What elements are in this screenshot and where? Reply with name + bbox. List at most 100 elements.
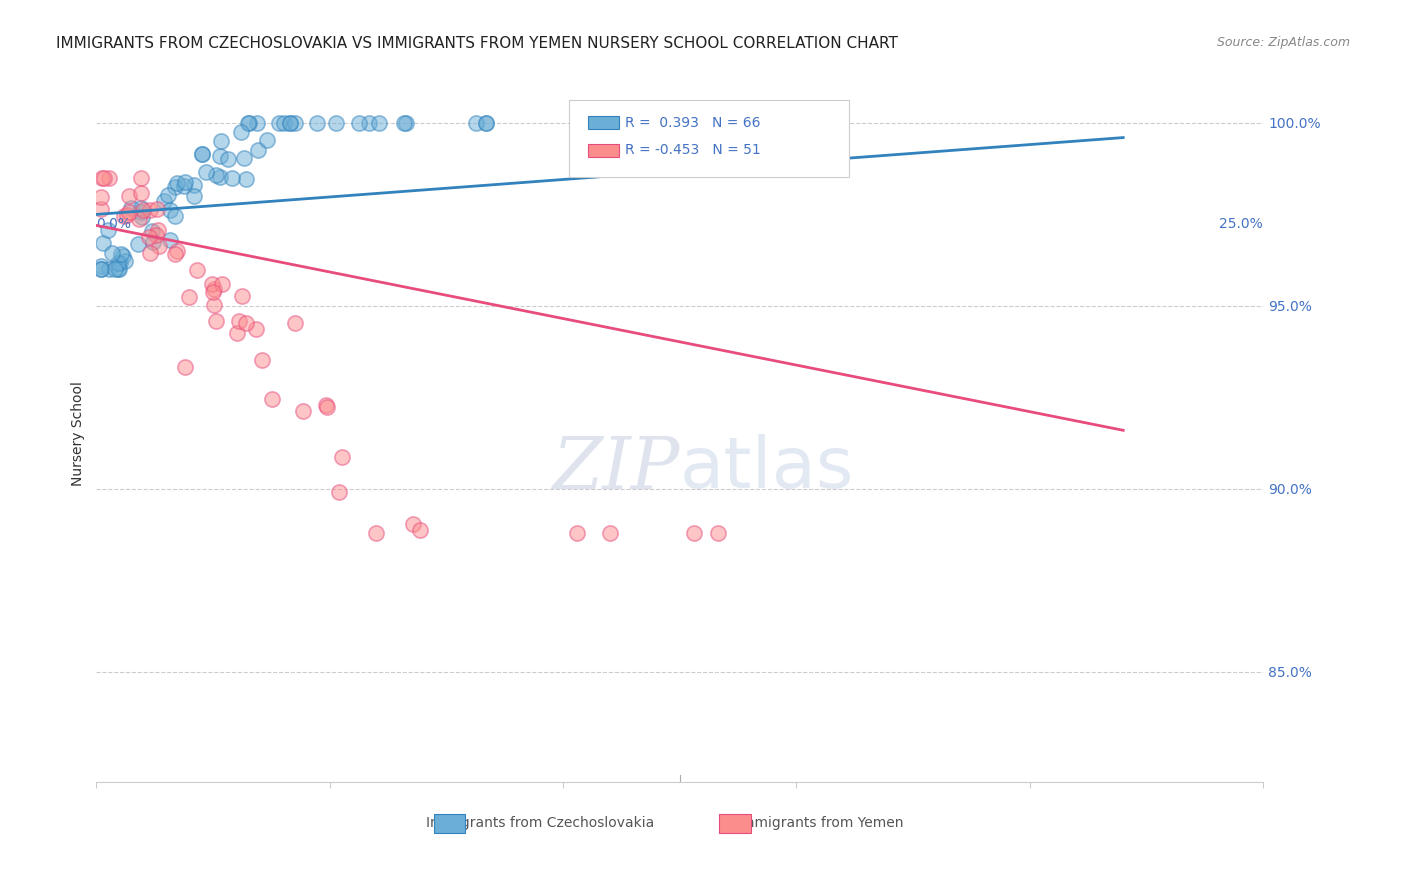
Point [202,297,225,311]
Point [97,222,120,236]
Point [142,235,165,249]
Point [131,170,153,185]
Point [195,165,218,179]
Point [112,209,135,223]
Point [682,525,704,540]
Point [217,152,239,166]
Point [183,189,205,203]
Point [278,116,301,130]
Y-axis label: Nursery School: Nursery School [72,382,86,486]
Point [202,285,225,299]
Text: Source: ZipAtlas.com: Source: ZipAtlas.com [1216,36,1350,49]
Point [107,262,129,277]
FancyBboxPatch shape [720,814,751,833]
Point [120,201,142,215]
Point [235,171,257,186]
Point [349,116,371,130]
Point [706,525,728,540]
Point [90,262,112,277]
Point [128,211,150,226]
Text: Immigrants from Czechoslovakia: Immigrants from Czechoslovakia [426,816,654,830]
Point [107,256,129,270]
Point [104,262,127,277]
Point [146,222,169,236]
Point [91,236,114,251]
Point [330,450,353,465]
Point [108,262,131,277]
Point [91,170,114,185]
FancyBboxPatch shape [588,116,619,128]
Point [201,277,224,291]
Point [165,179,187,194]
Point [402,516,425,531]
Point [132,202,155,217]
Point [392,116,415,130]
Point [159,202,181,217]
Point [159,233,181,247]
Point [205,168,228,182]
Point [267,116,290,130]
Point [229,125,252,139]
Point [146,202,169,217]
Point [90,202,112,216]
Point [315,398,337,412]
Point [131,210,153,224]
Point [93,170,115,185]
Point [209,149,232,163]
Point [245,321,267,335]
Point [186,263,208,277]
Point [183,178,205,192]
Point [211,277,233,291]
Point [409,523,432,537]
Point [367,116,389,130]
Point [246,116,269,130]
Point [98,170,121,185]
Text: IMMIGRANTS FROM CZECHOSLOVAKIA VS IMMIGRANTS FROM YEMEN NURSERY SCHOOL CORRELATI: IMMIGRANTS FROM CZECHOSLOVAKIA VS IMMIGR… [56,36,898,51]
Point [191,146,214,161]
Point [139,203,162,218]
Point [291,404,314,418]
Point [98,262,121,277]
Text: R = -0.453   N = 51: R = -0.453 N = 51 [624,144,761,157]
Point [166,176,188,190]
Point [112,249,135,263]
Point [118,205,141,219]
Text: R =  0.393   N = 66: R = 0.393 N = 66 [624,115,761,129]
Point [205,314,228,328]
Point [202,282,225,296]
Point [173,175,195,189]
Text: Immigrants from Yemen: Immigrants from Yemen [737,816,903,830]
FancyBboxPatch shape [569,100,849,177]
Point [284,116,307,130]
Point [395,116,418,130]
Point [127,237,149,252]
Point [165,247,187,261]
Point [173,360,195,375]
Point [325,116,347,130]
Text: ZIP: ZIP [553,434,679,504]
Point [232,151,254,165]
Point [235,316,257,330]
Point [260,392,283,407]
Point [145,228,167,243]
Point [464,116,486,130]
Point [475,116,498,130]
Point [110,246,132,260]
Point [225,326,247,341]
Point [228,314,250,328]
Point [108,256,131,270]
Point [153,194,176,209]
Point [157,188,180,202]
Point [173,179,195,194]
Point [139,245,162,260]
Point [129,201,152,215]
Point [599,525,621,540]
Point [305,116,328,130]
Text: 0.0%: 0.0% [97,217,131,231]
Point [138,230,160,244]
Point [231,289,253,303]
Point [221,171,243,186]
FancyBboxPatch shape [433,814,465,833]
Point [191,147,214,161]
Text: 25.0%: 25.0% [1219,217,1263,231]
